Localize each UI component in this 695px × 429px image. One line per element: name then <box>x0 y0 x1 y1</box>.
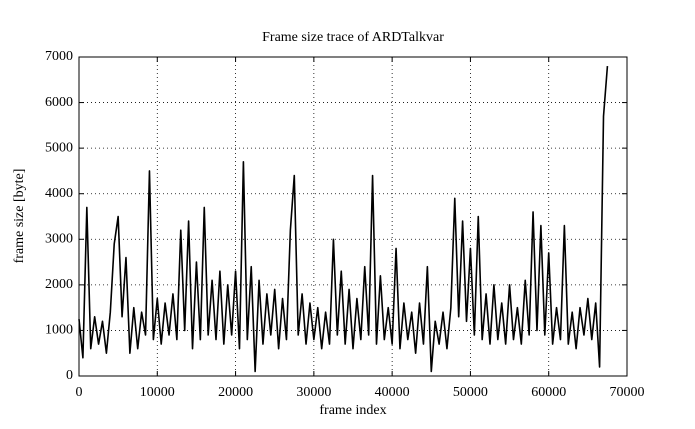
x-tick-label: 60000 <box>531 385 566 400</box>
y-tick-label: 5000 <box>45 140 73 155</box>
y-tick-label: 3000 <box>45 232 73 247</box>
y-tick-label: 0 <box>66 368 73 383</box>
x-tick-label: 0 <box>76 385 83 400</box>
x-tick-label: 40000 <box>375 385 410 400</box>
x-tick-label: 30000 <box>296 385 331 400</box>
y-tick-label: 6000 <box>45 95 73 110</box>
x-axis-label: frame index <box>319 403 386 418</box>
x-tick-label: 10000 <box>140 385 175 400</box>
x-tick-label: 20000 <box>218 385 253 400</box>
x-tick-label: 70000 <box>610 385 645 400</box>
plot-frame <box>78 56 628 377</box>
y-tick-label: 7000 <box>45 49 73 64</box>
y-tick-label: 2000 <box>45 277 73 292</box>
y-tick-label: 4000 <box>45 186 73 201</box>
y-tick-label: 1000 <box>45 323 73 338</box>
chart-title: Frame size trace of ARDTalkvar <box>262 30 444 45</box>
y-axis-label: frame size [byte] <box>12 169 27 264</box>
x-tick-label: 50000 <box>453 385 488 400</box>
data-line <box>78 66 609 373</box>
